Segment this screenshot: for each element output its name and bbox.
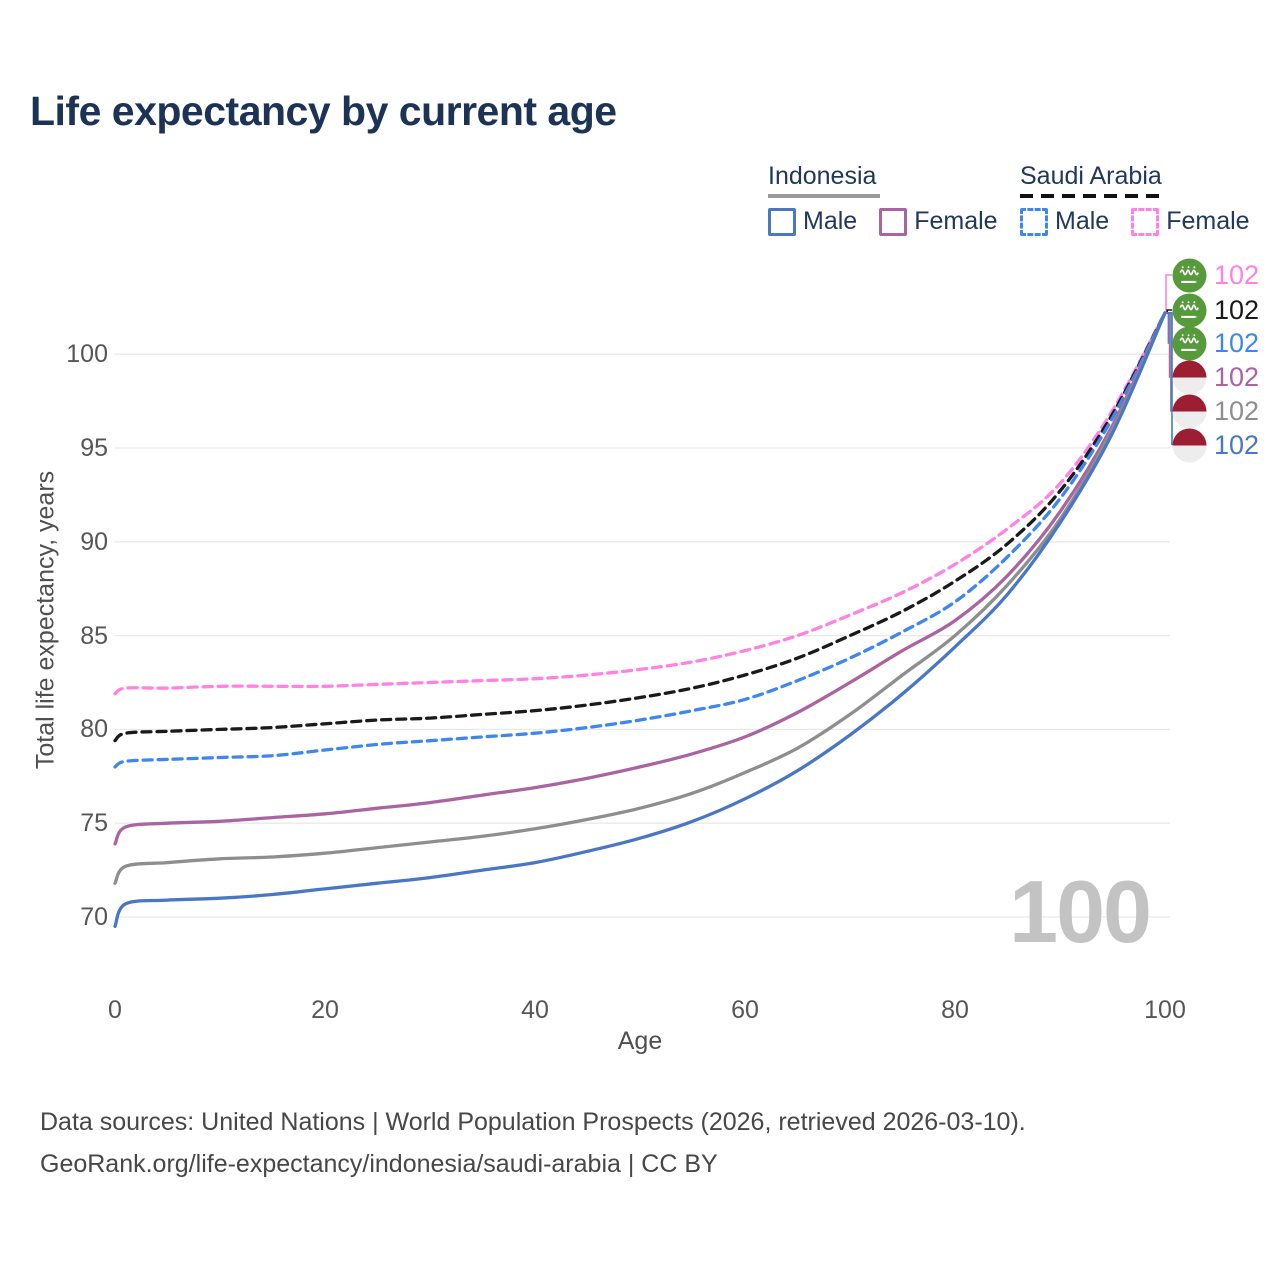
x-tick-label: 60 bbox=[731, 996, 759, 1024]
y-axis-title: Total life expectancy, years bbox=[31, 470, 60, 770]
page-title: Life expectancy by current age bbox=[30, 88, 617, 134]
series-line-saudi-arabia-female[interactable] bbox=[113, 311, 1167, 696]
legend-item-label: Male bbox=[1055, 207, 1110, 235]
legend-item-saudi-male[interactable]: Male bbox=[1020, 207, 1109, 236]
saudi-arabia-flag-icon bbox=[1172, 325, 1207, 361]
series-end-value: 102 bbox=[1214, 259, 1260, 290]
legend-group-indonesia: Indonesia Male Female bbox=[768, 162, 998, 236]
x-tick-label: 20 bbox=[311, 996, 339, 1024]
series-line-indonesia-overall[interactable] bbox=[113, 311, 1167, 885]
series-end-value: 102 bbox=[1214, 395, 1260, 426]
saudi-male-swatch-icon bbox=[1020, 207, 1048, 236]
x-tick-label: 0 bbox=[108, 996, 122, 1024]
series-end-label-row: 102 bbox=[1172, 257, 1259, 293]
series-line-saudi-arabia-overall[interactable] bbox=[113, 311, 1167, 743]
saudi-arabia-flag-icon bbox=[1172, 292, 1207, 328]
indonesia-flag-icon bbox=[1172, 393, 1207, 429]
series-end-label-row: 102 bbox=[1172, 359, 1259, 395]
y-tick-label: 90 bbox=[80, 527, 108, 556]
legend-item-indonesia-female[interactable]: Female bbox=[879, 207, 998, 236]
x-tick-label: 100 bbox=[1144, 996, 1186, 1024]
series-line-indonesia-female[interactable] bbox=[113, 311, 1167, 846]
legend-group-indonesia-label: Indonesia bbox=[768, 162, 877, 190]
indonesia-flag-icon bbox=[1172, 427, 1207, 463]
indonesia-line-sample bbox=[768, 194, 880, 198]
caption-line-1: Data sources: United Nations | World Pop… bbox=[40, 1108, 1026, 1136]
y-tick-label: 80 bbox=[80, 715, 108, 744]
series-end-value: 102 bbox=[1214, 327, 1260, 358]
series-end-label-row: 102 bbox=[1172, 427, 1259, 463]
y-tick-label: 75 bbox=[80, 809, 108, 838]
y-tick-label: 85 bbox=[80, 621, 108, 650]
saudi-arabia-line-sample bbox=[1020, 194, 1166, 198]
indonesia-male-swatch-icon bbox=[768, 207, 796, 236]
legend-item-saudi-female[interactable]: Female bbox=[1131, 207, 1250, 236]
series-line-indonesia-male[interactable] bbox=[113, 311, 1167, 929]
series-end-label-row: 102 bbox=[1172, 393, 1259, 429]
series-end-value: 102 bbox=[1214, 429, 1260, 460]
saudi-female-swatch-icon bbox=[1131, 207, 1160, 236]
y-tick-label: 100 bbox=[66, 340, 108, 369]
x-axis-title: Age bbox=[617, 1027, 663, 1055]
x-tick-label: 40 bbox=[521, 996, 549, 1024]
legend-item-label: Female bbox=[1166, 207, 1250, 235]
y-tick-label: 95 bbox=[80, 434, 108, 462]
series-end-value: 102 bbox=[1214, 294, 1260, 325]
series-end-value: 102 bbox=[1214, 361, 1260, 392]
series-line-saudi-arabia-male[interactable] bbox=[113, 311, 1167, 769]
legend-item-label: Female bbox=[914, 207, 998, 235]
caption-line-2: GeoRank.org/life-expectancy/indonesia/sa… bbox=[40, 1150, 718, 1178]
indonesia-flag-icon bbox=[1172, 359, 1207, 395]
leader-line bbox=[1165, 274, 1172, 314]
legend-item-label: Male bbox=[803, 207, 858, 235]
y-tick-label: 70 bbox=[80, 903, 108, 931]
legend-item-indonesia-male[interactable]: Male bbox=[768, 207, 857, 236]
legend-group-saudi-arabia-label: Saudi Arabia bbox=[1020, 162, 1162, 190]
series-end-label-row: 102 bbox=[1172, 325, 1259, 361]
leader-line bbox=[1165, 312, 1173, 445]
saudi-arabia-flag-icon bbox=[1172, 257, 1207, 293]
age-hover-watermark: 100 bbox=[1009, 862, 1152, 961]
indonesia-female-swatch-icon bbox=[879, 207, 908, 236]
series-end-label-row: 102 bbox=[1172, 292, 1259, 328]
x-tick-label: 80 bbox=[941, 996, 969, 1024]
legend-group-saudi-arabia: Saudi Arabia Male Female bbox=[1020, 162, 1250, 236]
